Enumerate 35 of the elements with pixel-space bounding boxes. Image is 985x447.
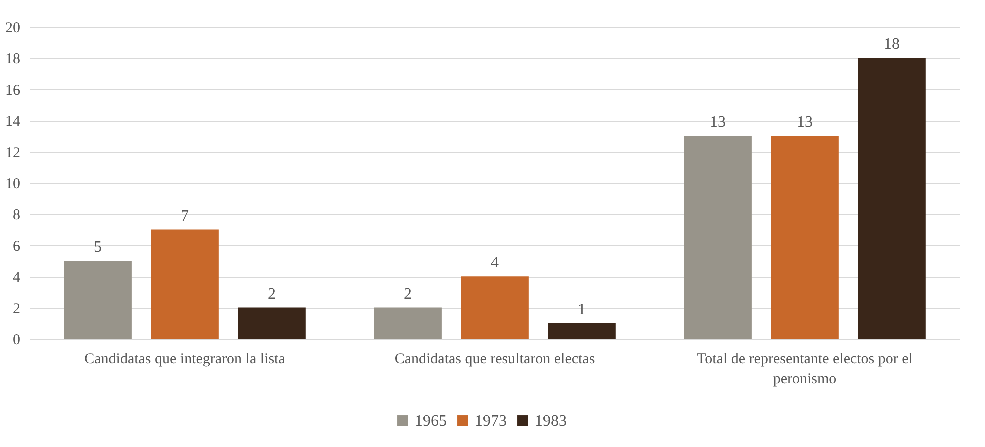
data-label: 5 <box>94 239 102 256</box>
data-label: 1 <box>578 301 586 318</box>
y-tick-label: 6 <box>13 238 21 255</box>
bar <box>64 261 132 339</box>
legend-label: 1973 <box>475 413 507 430</box>
bar <box>684 136 752 339</box>
bar <box>461 276 529 339</box>
legend-label: 1965 <box>415 413 447 430</box>
data-label: 13 <box>797 114 813 132</box>
x-tick-label: Total de representante electos por el peronismo <box>697 352 913 388</box>
y-tick-label: 18 <box>6 52 20 68</box>
y-tick-label: 10 <box>6 176 20 192</box>
x-tick-label: Candidatas que resultaron electas <box>394 352 596 368</box>
bar <box>374 308 442 339</box>
bar <box>858 58 926 339</box>
y-tick-label: 16 <box>6 82 21 99</box>
data-label: 13 <box>710 114 726 132</box>
y-tick-label: 8 <box>13 208 20 224</box>
y-tick-label: 12 <box>6 145 20 162</box>
data-label: 2 <box>404 286 412 303</box>
bar <box>238 308 306 339</box>
data-label: 7 <box>181 208 189 225</box>
bar <box>548 323 616 339</box>
data-label: 4 <box>491 254 499 272</box>
y-tick-label: 0 <box>13 332 20 348</box>
bar <box>771 136 839 339</box>
data-label: 18 <box>884 36 900 54</box>
x-tick-label: Candidatas que integraron la lista <box>84 352 286 368</box>
y-tick-label: 2 <box>13 301 20 318</box>
bar <box>151 230 219 339</box>
y-tick-label: 4 <box>13 270 21 286</box>
data-label: 2 <box>268 286 276 303</box>
y-tick-label: 14 <box>6 114 21 130</box>
legend-label: 1983 <box>535 413 567 430</box>
y-tick-label: 20 <box>6 20 20 36</box>
